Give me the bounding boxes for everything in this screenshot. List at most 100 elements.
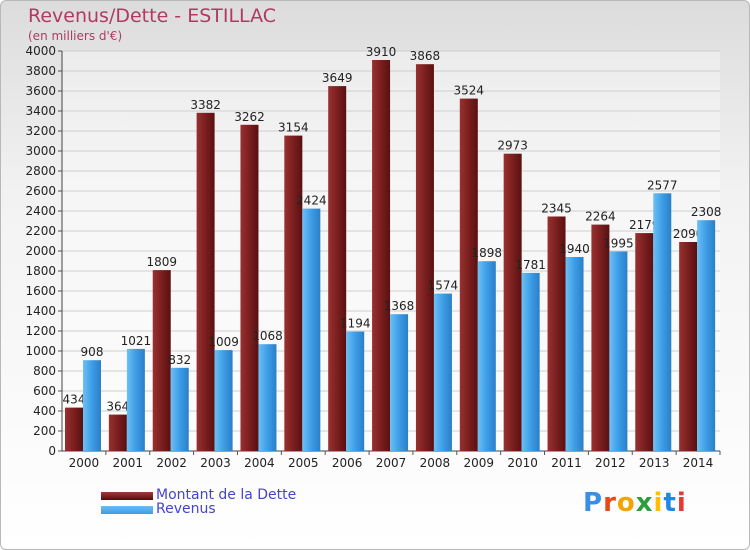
data-label-revenue: 2424 bbox=[296, 194, 327, 208]
bar-revenue bbox=[477, 261, 496, 451]
bar-debt bbox=[503, 153, 522, 451]
bar-debt bbox=[415, 64, 434, 451]
x-tick-label: 2013 bbox=[639, 456, 670, 470]
logo-letter: o bbox=[616, 488, 636, 518]
bar-debt bbox=[240, 124, 259, 452]
data-label-revenue: 1995 bbox=[603, 237, 634, 251]
bar-revenue bbox=[653, 193, 672, 452]
bar-revenue bbox=[258, 344, 277, 451]
data-label-debt: 364 bbox=[106, 400, 129, 414]
data-label-debt: 3649 bbox=[322, 71, 353, 85]
data-label-revenue: 1781 bbox=[515, 258, 546, 272]
data-label-debt: 2264 bbox=[585, 210, 616, 224]
data-label-debt: 3524 bbox=[454, 84, 485, 98]
x-tick-label: 2007 bbox=[376, 456, 407, 470]
y-tick-label: 1200 bbox=[25, 324, 56, 338]
data-label-revenue: 1009 bbox=[208, 335, 239, 349]
bar-debt bbox=[635, 233, 654, 451]
bar-revenue bbox=[433, 293, 452, 451]
y-tick-label: 1600 bbox=[25, 284, 56, 298]
y-tick-label: 600 bbox=[33, 384, 56, 398]
legend-label-debt: Montant de la Dette bbox=[156, 487, 297, 503]
data-label-revenue: 1068 bbox=[252, 329, 283, 343]
x-tick-label: 2003 bbox=[200, 456, 231, 470]
data-label-debt: 2345 bbox=[541, 202, 572, 216]
x-tick-label: 2005 bbox=[288, 456, 319, 470]
logo-letter: x bbox=[635, 488, 654, 518]
y-tick-label: 2600 bbox=[25, 184, 56, 198]
legend-swatch-revenue bbox=[101, 506, 153, 514]
data-label-revenue: 2308 bbox=[691, 205, 722, 219]
bar-revenue bbox=[214, 350, 233, 451]
data-label-debt: 2179 bbox=[629, 218, 660, 232]
bar-debt bbox=[65, 407, 83, 451]
data-label-debt: 2090 bbox=[673, 227, 704, 241]
y-tick-label: 2400 bbox=[25, 204, 56, 218]
x-tick-label: 2008 bbox=[420, 456, 451, 470]
y-tick-label: 3800 bbox=[25, 64, 56, 78]
data-label-revenue: 1021 bbox=[121, 334, 152, 348]
y-tick-label: 400 bbox=[33, 404, 56, 418]
bar-revenue bbox=[390, 314, 409, 451]
x-tick-label: 2012 bbox=[595, 456, 626, 470]
y-tick-label: 2800 bbox=[25, 164, 56, 178]
logo-letter: t bbox=[663, 488, 677, 518]
bar-revenue bbox=[302, 208, 321, 451]
bar-debt bbox=[108, 414, 127, 451]
bar-revenue bbox=[126, 348, 145, 451]
bar-debt bbox=[328, 86, 347, 451]
bar-debt bbox=[284, 135, 303, 451]
x-tick-label: 2000 bbox=[69, 456, 100, 470]
y-tick-label: 3400 bbox=[25, 104, 56, 118]
bar-revenue bbox=[346, 331, 365, 451]
y-tick-label: 1800 bbox=[25, 264, 56, 278]
bar-revenue bbox=[609, 251, 628, 451]
data-label-revenue: 1368 bbox=[384, 299, 415, 313]
logo-letter: i bbox=[653, 488, 664, 518]
data-label-revenue: 1194 bbox=[340, 317, 371, 331]
data-label-debt: 3868 bbox=[410, 49, 441, 63]
logo-letter: i bbox=[676, 488, 687, 518]
bar-revenue bbox=[83, 360, 101, 451]
logo-letter: r bbox=[603, 488, 617, 518]
y-tick-label: 1000 bbox=[25, 344, 56, 358]
bar-revenue bbox=[170, 367, 189, 451]
proxiti-logo: Proxiti bbox=[583, 488, 687, 518]
y-tick-label: 3200 bbox=[25, 124, 56, 138]
bar-revenue bbox=[565, 257, 584, 451]
data-label-debt: 2973 bbox=[497, 139, 528, 153]
data-label-revenue: 2577 bbox=[647, 178, 678, 192]
bar-revenue bbox=[697, 220, 716, 451]
data-label-revenue: 1898 bbox=[472, 246, 503, 260]
x-tick-label: 2004 bbox=[244, 456, 275, 470]
data-label-revenue: 1940 bbox=[559, 242, 590, 256]
x-tick-label: 2009 bbox=[463, 456, 494, 470]
bar-debt bbox=[372, 60, 391, 451]
y-tick-label: 3600 bbox=[25, 84, 56, 98]
x-tick-label: 2010 bbox=[507, 456, 538, 470]
bar-revenue bbox=[521, 272, 540, 451]
x-tick-label: 2002 bbox=[156, 456, 187, 470]
y-tick-label: 0 bbox=[48, 444, 56, 458]
x-tick-label: 2014 bbox=[683, 456, 714, 470]
y-tick-label: 2200 bbox=[25, 224, 56, 238]
x-tick-label: 2001 bbox=[113, 456, 144, 470]
data-label-revenue: 1574 bbox=[428, 279, 459, 293]
bar-debt bbox=[547, 216, 566, 451]
legend-swatch-debt bbox=[101, 492, 153, 500]
y-tick-label: 1400 bbox=[25, 304, 56, 318]
chart-subtitle: (en milliers d'€) bbox=[28, 29, 123, 43]
x-tick-label: 2006 bbox=[332, 456, 363, 470]
y-tick-label: 800 bbox=[33, 364, 56, 378]
y-tick-label: 2000 bbox=[25, 244, 56, 258]
legend-label-revenue: Revenus bbox=[156, 501, 216, 517]
bar-debt bbox=[591, 224, 610, 451]
bar-debt bbox=[152, 270, 171, 451]
data-label-debt: 1809 bbox=[146, 255, 177, 269]
data-label-debt: 3262 bbox=[234, 110, 265, 124]
y-tick-label: 200 bbox=[33, 424, 56, 438]
y-tick-label: 4000 bbox=[25, 44, 56, 58]
data-label-debt: 3382 bbox=[190, 98, 221, 112]
